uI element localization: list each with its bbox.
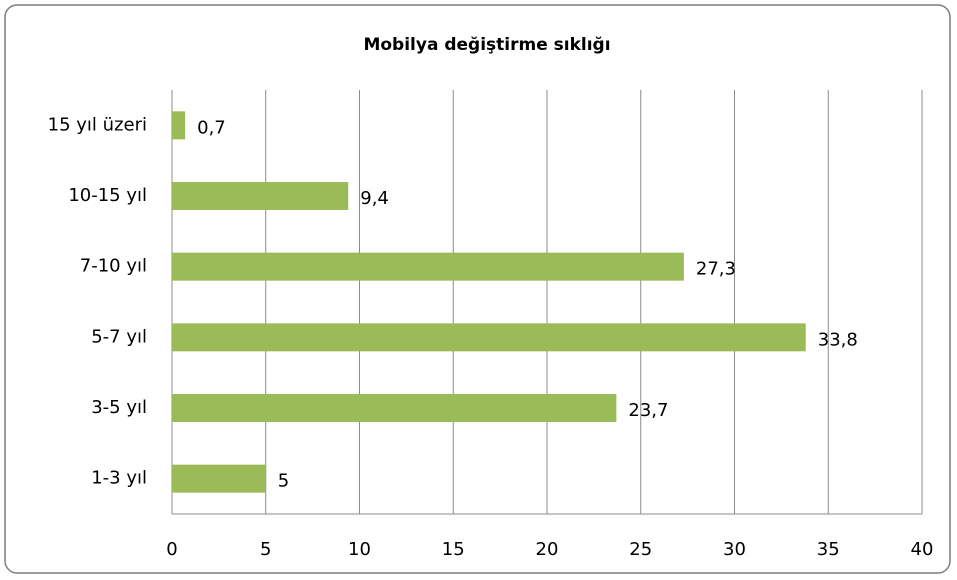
bar: [172, 252, 684, 281]
x-tick-label: 0: [166, 539, 177, 560]
bar: [172, 464, 266, 493]
bar: [172, 394, 617, 422]
x-tick-label: 20: [536, 539, 559, 560]
bar: [172, 323, 806, 352]
y-tick-label: 3-5 yıl: [91, 397, 147, 418]
y-tick-label: 1-3 yıl: [91, 468, 147, 489]
y-tick-label: 10-15 yıl: [68, 185, 147, 206]
y-tick-label: 5-7 yıl: [91, 326, 147, 347]
value-label: 33,8: [818, 329, 858, 350]
x-tick-label: 5: [260, 539, 271, 560]
x-tick-label: 30: [723, 539, 746, 560]
bar: [172, 111, 186, 140]
value-label: 23,7: [628, 400, 668, 421]
y-tick-label: 15 yıl üzeri: [48, 114, 147, 135]
y-tick-label: 7-10 yıl: [80, 256, 147, 277]
x-tick-label: 10: [348, 539, 371, 560]
value-label: 0,7: [197, 117, 226, 138]
x-tick-label: 15: [442, 539, 465, 560]
value-label: 9,4: [360, 188, 389, 209]
chart-title: Mobilya değiştirme sıklığı: [363, 35, 610, 55]
value-label: 5: [278, 471, 289, 492]
x-tick-label: 40: [911, 539, 934, 560]
x-tick-label: 25: [629, 539, 652, 560]
value-label: 27,3: [696, 259, 736, 280]
bar: [172, 182, 349, 210]
x-tick-label: 35: [817, 539, 840, 560]
chart-border: [4, 4, 951, 574]
